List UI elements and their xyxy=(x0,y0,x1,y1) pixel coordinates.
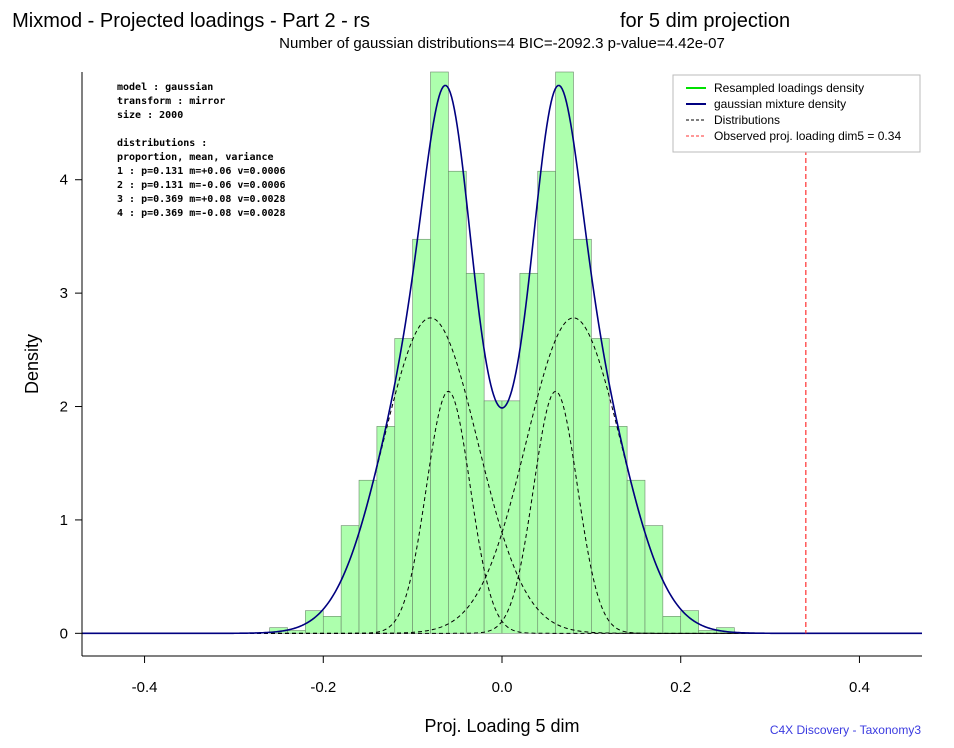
histogram-bars xyxy=(269,71,735,634)
y-tick-label: 1 xyxy=(60,512,68,529)
legend: Resampled loadings density gaussian mixtu… xyxy=(672,74,921,153)
x-tick-label: -0.2 xyxy=(310,679,336,696)
chart-title: Mixmod - Projected loadings - Part 2 - r… xyxy=(12,10,370,32)
legend-label: Resampled loadings density xyxy=(714,81,864,95)
model-info-box: model : gaussian transform : mirror size :… xyxy=(117,81,286,219)
x-axis-ticks: -0.4 -0.2 0.0 0.2 0.4 xyxy=(132,656,870,696)
histogram-bar xyxy=(322,616,342,634)
info-line: proportion, mean, variance xyxy=(117,151,274,163)
histogram-bar xyxy=(501,400,521,634)
y-axis-ticks: 0 1 2 3 4 xyxy=(60,172,82,642)
histogram-bar xyxy=(537,170,556,634)
chart-subtitle: Number of gaussian distributions=4 BIC=-… xyxy=(279,35,725,52)
y-tick-label: 3 xyxy=(60,285,68,302)
legend-label: gaussian mixture density xyxy=(714,97,846,111)
info-line: size : 2000 xyxy=(117,109,183,121)
info-line: 1 : p=0.131 m=+0.06 v=0.0006 xyxy=(117,166,286,177)
x-tick-label: -0.4 xyxy=(132,679,158,696)
info-line: transform : mirror xyxy=(117,95,225,107)
credit-text: C4X Discovery - Taxonomy3 xyxy=(770,723,921,737)
histogram-bar xyxy=(662,616,682,634)
histogram-bar xyxy=(591,338,610,634)
chart-title-suffix: for 5 dim projection xyxy=(620,10,790,32)
histogram-bar xyxy=(573,238,592,634)
info-line: 3 : p=0.369 m=+0.08 v=0.0028 xyxy=(117,194,286,205)
legend-label: Distributions xyxy=(714,113,780,127)
y-axis-label: Density xyxy=(22,334,42,394)
info-line: 4 : p=0.369 m=-0.08 v=0.0028 xyxy=(117,208,286,219)
y-tick-label: 0 xyxy=(60,625,68,642)
y-tick-label: 2 xyxy=(60,399,68,416)
info-line: 2 : p=0.131 m=-0.06 v=0.0006 xyxy=(117,180,286,191)
histogram-bar xyxy=(412,238,431,634)
info-line: model : gaussian xyxy=(117,81,213,93)
info-line: distributions : xyxy=(117,137,207,149)
legend-label: Observed proj. loading dim5 = 0.34 xyxy=(714,129,901,143)
histogram-bar xyxy=(448,170,467,634)
histogram-bar xyxy=(555,71,574,634)
x-tick-label: 0.2 xyxy=(670,679,691,696)
legend-box xyxy=(672,74,921,153)
histogram-bar xyxy=(483,400,503,634)
histogram-bar xyxy=(430,71,449,634)
mixture-density-curve xyxy=(82,84,922,635)
x-tick-label: 0.0 xyxy=(492,679,513,696)
x-tick-label: 0.4 xyxy=(849,679,870,696)
x-axis-label: Proj. Loading 5 dim xyxy=(424,716,579,736)
y-tick-label: 4 xyxy=(60,172,68,189)
histogram-bar xyxy=(394,338,413,634)
